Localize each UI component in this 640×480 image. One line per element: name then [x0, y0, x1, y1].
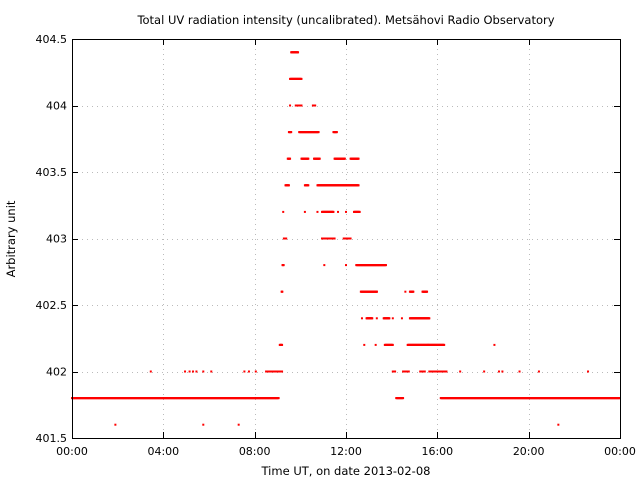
- data-point: [210, 370, 213, 373]
- data-point: [149, 370, 152, 373]
- data-point: [317, 131, 320, 134]
- data-point: [290, 131, 293, 134]
- x-tick-label: 00:00: [56, 445, 88, 458]
- data-point: [412, 290, 415, 293]
- data-point: [388, 317, 391, 320]
- data-point: [318, 157, 321, 160]
- y-tick-label: 404: [46, 100, 67, 113]
- x-tick-label: 00:00: [604, 445, 636, 458]
- data-point: [363, 343, 366, 346]
- data-point: [335, 131, 338, 134]
- y-axis-label: Arbitrary unit: [4, 200, 18, 277]
- data-point: [188, 370, 191, 373]
- data-point: [343, 157, 346, 160]
- data-point: [184, 370, 187, 373]
- data-point: [391, 343, 394, 346]
- data-point: [427, 343, 430, 346]
- data-points: [71, 51, 621, 426]
- y-tick-label: 403.5: [36, 166, 68, 179]
- data-point: [423, 370, 426, 373]
- x-tick-label: 16:00: [421, 445, 453, 458]
- data-point: [202, 370, 205, 373]
- data-point: [357, 157, 360, 160]
- x-axis-label: Time UT, on date 2013-02-08: [261, 464, 431, 478]
- data-point: [483, 370, 486, 373]
- data-point: [493, 343, 496, 346]
- data-point: [114, 423, 117, 426]
- data-point: [537, 370, 540, 373]
- data-point: [518, 370, 521, 373]
- data-point: [316, 210, 319, 213]
- data-point: [332, 210, 335, 213]
- data-point: [307, 157, 310, 160]
- data-point: [404, 290, 407, 293]
- data-point: [428, 317, 431, 320]
- y-tick-label: 401.5: [36, 432, 68, 445]
- x-tick-label: 12:00: [330, 445, 362, 458]
- data-point: [375, 290, 378, 293]
- data-point: [300, 104, 303, 107]
- data-point: [345, 210, 347, 213]
- y-tick-label: 403: [46, 233, 67, 246]
- data-point: [282, 210, 285, 213]
- data-point: [384, 264, 387, 267]
- data-point: [391, 317, 394, 320]
- data-point: [277, 397, 280, 400]
- data-point: [237, 423, 240, 426]
- data-point: [333, 237, 336, 240]
- data-point: [587, 370, 590, 373]
- data-point: [287, 184, 290, 187]
- data-point: [402, 397, 405, 400]
- data-point: [247, 370, 250, 373]
- data-point: [195, 370, 198, 373]
- data-point: [289, 104, 292, 107]
- data-point: [202, 423, 205, 426]
- data-point: [323, 264, 326, 267]
- axis-ticks: 00:00 04:00 08:00 12:00 16:00 20:00 00:00401.5…: [36, 33, 636, 458]
- data-point: [307, 184, 310, 187]
- data-point: [501, 370, 504, 373]
- data-point: [297, 51, 300, 54]
- data-point: [407, 370, 410, 373]
- x-tick-label: 04:00: [147, 445, 179, 458]
- y-tick-label: 404.5: [36, 33, 68, 46]
- data-point: [497, 370, 500, 373]
- y-tick-label: 402: [46, 366, 67, 379]
- data-point: [337, 210, 340, 213]
- data-point: [400, 317, 403, 320]
- data-point: [426, 290, 429, 293]
- data-point: [281, 290, 284, 293]
- data-point: [289, 157, 292, 160]
- data-point: [281, 343, 284, 346]
- data-point: [285, 237, 288, 240]
- data-point: [345, 264, 347, 267]
- x-tick-label: 08:00: [239, 445, 271, 458]
- data-point: [192, 370, 195, 373]
- data-point: [314, 104, 317, 107]
- data-point: [281, 370, 284, 373]
- data-point: [443, 343, 446, 346]
- data-point: [394, 370, 397, 373]
- data-point: [375, 317, 378, 320]
- data-point: [360, 317, 363, 320]
- data-point: [371, 317, 374, 320]
- data-point: [282, 264, 285, 267]
- x-tick-label: 20:00: [513, 445, 545, 458]
- data-point: [374, 343, 377, 346]
- data-point: [254, 370, 257, 373]
- data-point: [358, 210, 361, 213]
- data-point: [459, 370, 462, 373]
- data-point: [300, 77, 303, 80]
- data-point: [357, 184, 360, 187]
- data-point: [445, 370, 448, 373]
- chart-title: Total UV radiation intensity (uncalibrat…: [136, 13, 554, 27]
- data-point: [349, 237, 352, 240]
- data-point: [557, 423, 560, 426]
- data-point: [303, 210, 306, 213]
- data-point: [243, 370, 246, 373]
- y-tick-label: 402.5: [36, 299, 68, 312]
